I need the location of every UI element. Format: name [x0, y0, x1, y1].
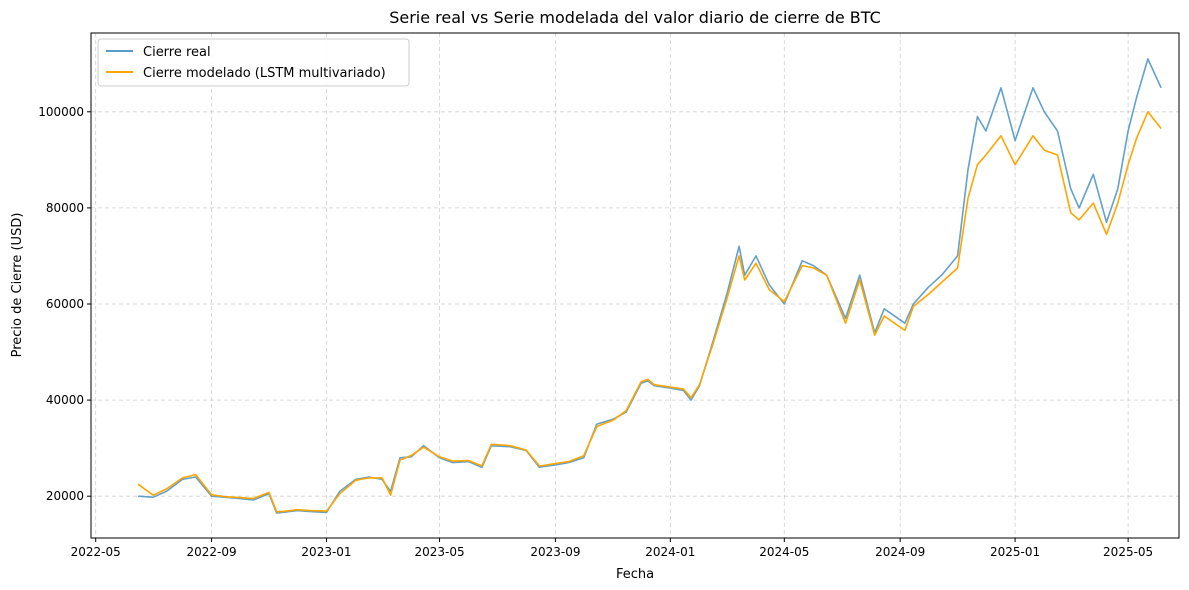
x-tick-label: 2025-05 — [1103, 545, 1153, 559]
grid-lines — [91, 33, 1179, 538]
legend-box — [97, 38, 410, 87]
plot-frame — [90, 32, 1180, 539]
legend-label-modelado: Cierre modelado (LSTM multivariado) — [143, 66, 386, 81]
y-tick-label: 100000 — [38, 105, 84, 119]
x-axis-ticks: 2022-05 2022-09 2023-01 2023-05 2023-09 2024-… — [71, 538, 1153, 559]
series-layer — [137, 58, 1162, 514]
series-line-real — [138, 58, 1162, 514]
y-axis-ticks: 20000 40000 60000 80000 100000 — [38, 105, 91, 503]
legend: Cierre real Cierre modelado (LSTM multiv… — [97, 38, 410, 87]
chart-title: Serie real vs Serie modelada del valor d… — [389, 8, 881, 27]
x-tick-label: 2022-09 — [187, 545, 237, 559]
y-tick-label: 60000 — [46, 297, 84, 311]
y-axis-label: Precio de Cierre (USD) — [10, 213, 25, 358]
x-tick-label: 2023-05 — [414, 545, 464, 559]
x-tick-label: 2023-01 — [301, 545, 351, 559]
x-axis-label: Fecha — [616, 567, 654, 582]
x-tick-label: 2024-05 — [759, 545, 809, 559]
y-tick-label: 40000 — [46, 393, 84, 407]
x-tick-label: 2024-09 — [875, 545, 925, 559]
series-line-modelado — [137, 111, 1162, 513]
y-tick-label: 80000 — [46, 201, 84, 215]
legend-label-real: Cierre real — [143, 45, 211, 60]
y-tick-label: 20000 — [46, 489, 84, 503]
x-tick-label: 2022-05 — [71, 545, 121, 559]
x-tick-label: 2025-01 — [990, 545, 1040, 559]
x-tick-label: 2024-01 — [645, 545, 695, 559]
x-tick-label: 2023-09 — [530, 545, 580, 559]
